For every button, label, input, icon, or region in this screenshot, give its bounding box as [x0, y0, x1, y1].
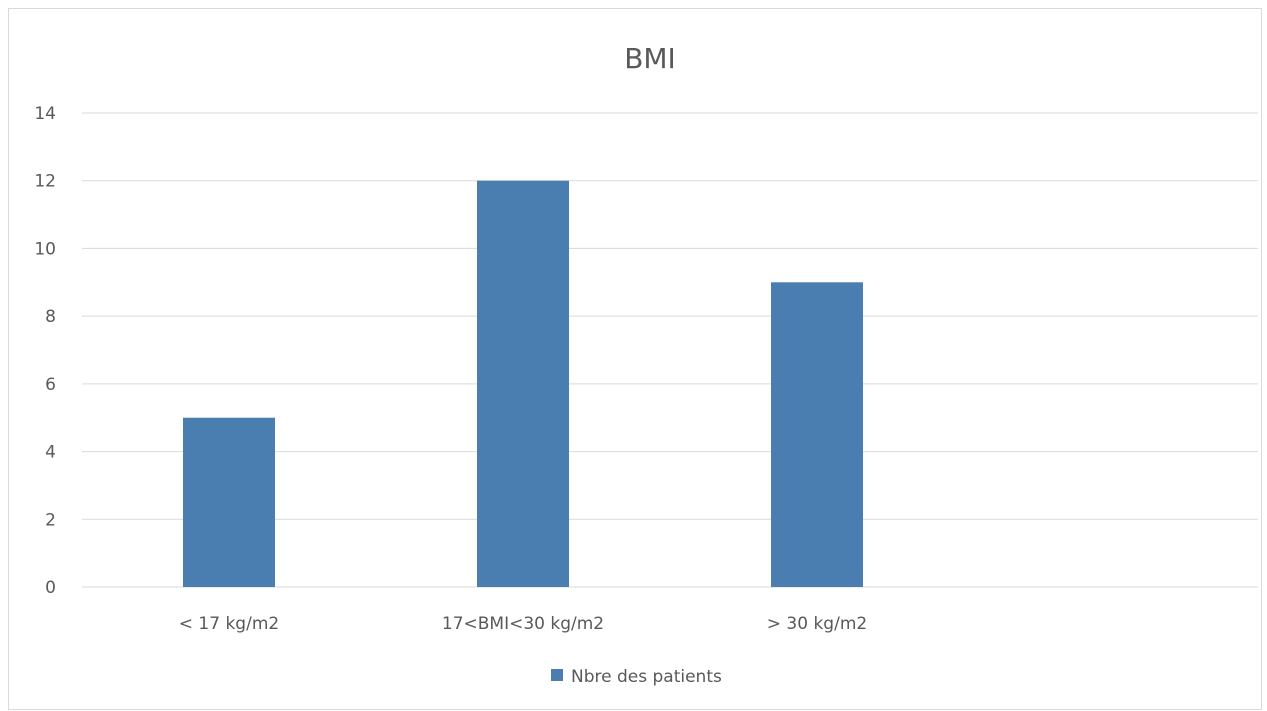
y-tick-label-4: 8 [45, 307, 56, 327]
x-axis-ticks: < 17 kg/m2 17<BMI<30 kg/m2 > 30 kg/m2 [179, 614, 867, 634]
bar-1 [477, 180, 569, 587]
chart-frame [8, 8, 1262, 710]
y-axis-ticks: 0 2 4 6 8 10 12 14 [34, 104, 56, 598]
x-tick-label-1: 17<BMI<30 kg/m2 [442, 614, 604, 634]
y-tick-label-7: 14 [34, 104, 56, 124]
y-tick-label-3: 6 [45, 375, 56, 395]
y-tick-label-0: 0 [45, 578, 56, 598]
bar-0 [183, 417, 275, 587]
chart-title: BMI [624, 42, 676, 75]
y-tick-label-1: 2 [45, 510, 56, 530]
x-tick-label-2: > 30 kg/m2 [767, 614, 867, 634]
legend: Nbre des patients [551, 667, 722, 687]
y-tick-label-6: 12 [34, 172, 56, 192]
bars [183, 180, 863, 587]
legend-swatch [551, 669, 563, 681]
legend-label: Nbre des patients [571, 667, 722, 687]
y-tick-label-5: 10 [34, 239, 56, 259]
bar-2 [771, 282, 863, 587]
y-tick-label-2: 4 [45, 443, 56, 463]
gridlines [82, 112, 1258, 588]
x-tick-label-0: < 17 kg/m2 [179, 614, 279, 634]
